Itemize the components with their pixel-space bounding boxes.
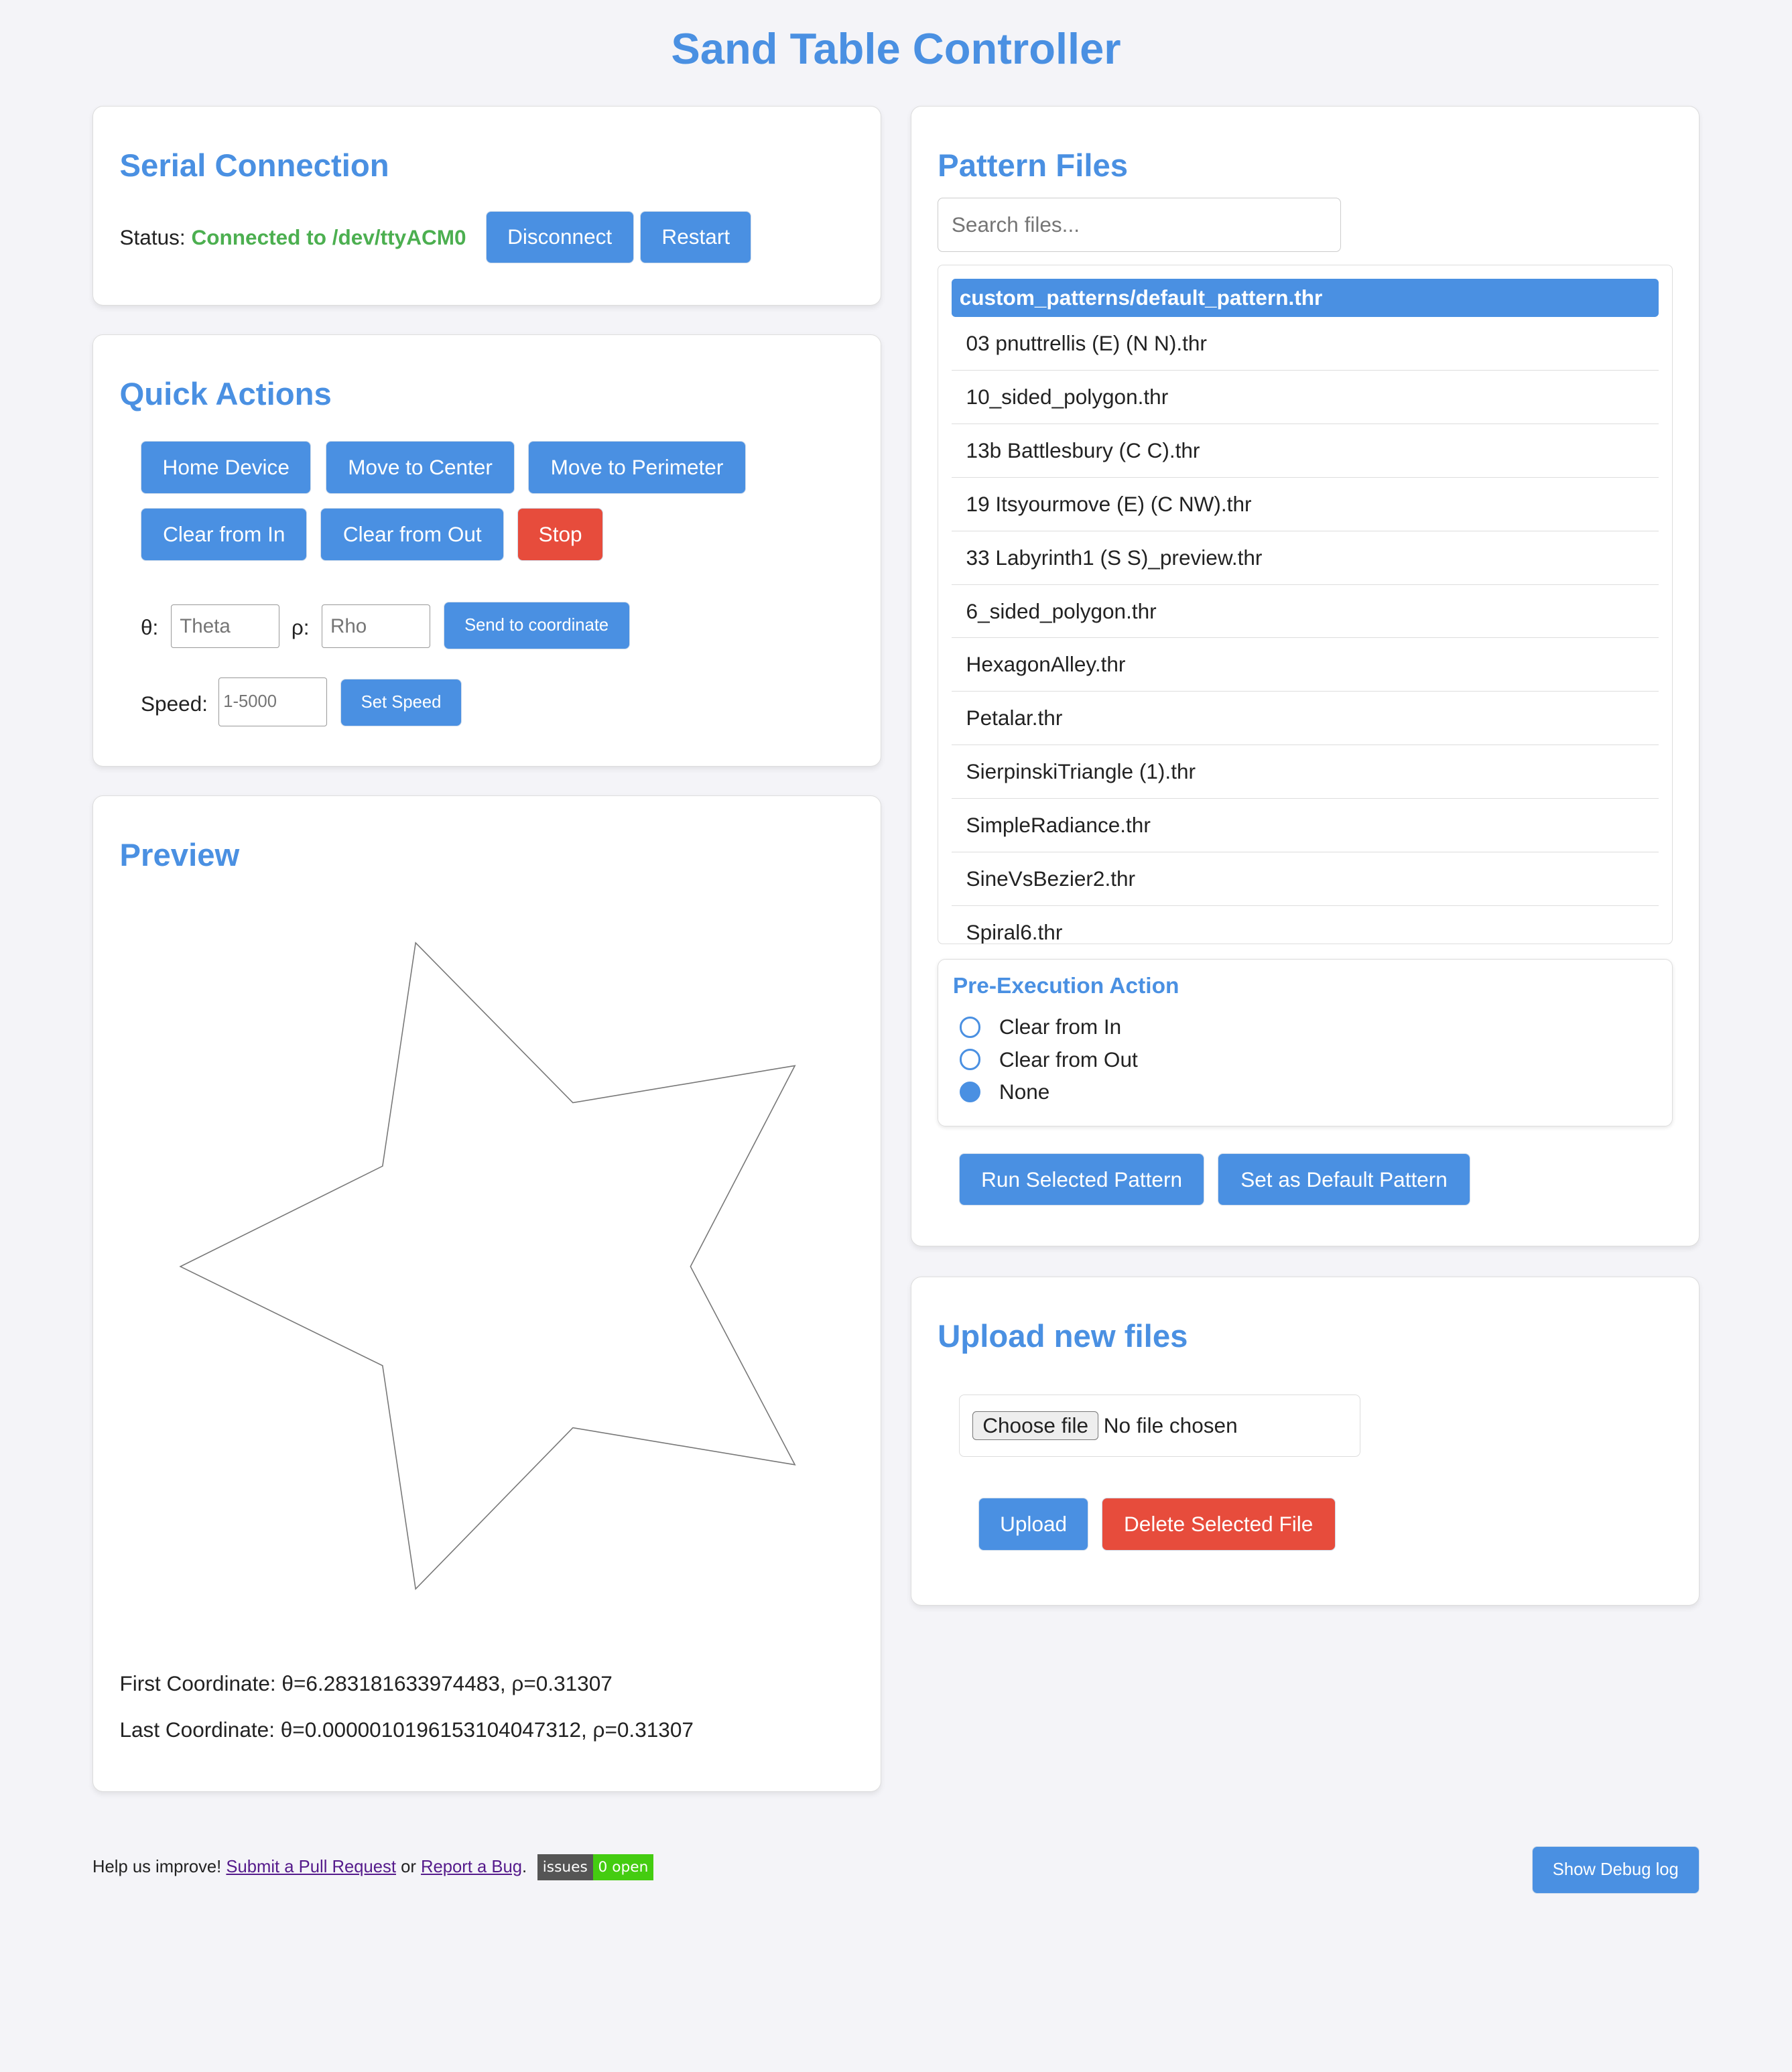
pre-execution-heading: Pre-Execution Action	[952, 974, 1179, 999]
pull-request-link[interactable]: Submit a Pull Request	[226, 1857, 396, 1876]
pattern-files-card: Pattern Files custom_patterns/default_pa…	[910, 105, 1700, 1246]
radio-button[interactable]	[959, 1016, 981, 1038]
send-to-coordinate-button[interactable]: Send to coordinate	[443, 602, 630, 650]
first-coordinate: First Coordinate: θ=6.283181633974483, ρ…	[119, 1671, 613, 1695]
clear-from-out-button[interactable]: Clear from Out	[320, 508, 505, 562]
pre-execution-box: Pre-Execution Action Clear from In Clear …	[938, 958, 1673, 1127]
radio-button[interactable]	[959, 1049, 981, 1070]
run-selected-pattern-button[interactable]: Run Selected Pattern	[958, 1153, 1205, 1206]
help-text: Help us improve!	[92, 1857, 222, 1876]
pre-action-option[interactable]: Clear from Out	[953, 1043, 1138, 1076]
upload-button[interactable]: Upload	[978, 1498, 1088, 1551]
file-list-item[interactable]: 13b Battlesbury (C C).thr	[951, 424, 1659, 478]
upload-card: Upload new files Choose file No file cho…	[910, 1276, 1700, 1606]
option-label: Clear from Out	[999, 1047, 1138, 1072]
quick-heading: Quick Actions	[119, 377, 332, 413]
file-list-item[interactable]: Spiral6.thr	[952, 906, 1659, 944]
preview-card: Preview First Coordinate: θ=6.2831816339…	[92, 795, 882, 1793]
file-list-item[interactable]: 03 pnuttrellis (E) (N N).thr	[951, 317, 1659, 371]
file-input[interactable]: Choose file No file chosen	[958, 1395, 1361, 1458]
period: .	[522, 1857, 527, 1876]
pre-action-option[interactable]: None	[953, 1076, 1138, 1108]
stop-button[interactable]: Stop	[517, 508, 604, 562]
file-list-item[interactable]: Petalar.thr	[951, 692, 1659, 746]
badge-value: 0 open	[592, 1854, 654, 1881]
status-value: Connected to /dev/ttyACM0	[191, 225, 466, 250]
file-list-item[interactable]: SineVsBezier2.thr	[951, 852, 1659, 906]
status-label: Status:	[119, 225, 186, 250]
file-list-item[interactable]: SierpinskiTriangle (1).thr	[951, 745, 1659, 799]
report-bug-link[interactable]: Report a Bug	[421, 1857, 523, 1876]
restart-button[interactable]: Restart	[640, 210, 752, 264]
radio-button[interactable]	[959, 1081, 981, 1103]
speed-input[interactable]	[218, 677, 328, 726]
file-list-item[interactable]: HexagonAlley.thr	[951, 638, 1659, 692]
quick-actions-card: Quick Actions Home Device Move to Center…	[92, 334, 882, 767]
preview-heading: Preview	[119, 838, 240, 874]
status: Status: Connected to /dev/ttyACM0	[119, 225, 466, 250]
last-coordinate: Last Coordinate: θ=0.0000010196153104047…	[119, 1717, 694, 1742]
show-debug-log-button[interactable]: Show Debug log	[1531, 1846, 1700, 1894]
disconnect-button[interactable]: Disconnect	[485, 210, 634, 264]
upload-heading: Upload new files	[938, 1319, 1188, 1355]
option-label: Clear from In	[999, 1015, 1122, 1039]
file-list-item[interactable]: custom_patterns/default_pattern.thr	[951, 279, 1659, 318]
pattern-files-heading: Pattern Files	[938, 147, 1129, 184]
page-title: Sand Table Controller	[671, 24, 1121, 74]
option-label: None	[999, 1079, 1050, 1104]
pre-action-option[interactable]: Clear from In	[953, 1011, 1138, 1043]
delete-selected-file-button[interactable]: Delete Selected File	[1101, 1498, 1336, 1551]
pattern-preview-canvas	[179, 942, 796, 1591]
pattern-path	[179, 942, 796, 1591]
choose-file-button[interactable]: Choose file	[972, 1411, 1098, 1441]
rho-label: ρ:	[291, 614, 310, 639]
file-list-item[interactable]: 10_sided_polygon.thr	[951, 371, 1659, 424]
home-device-button[interactable]: Home Device	[141, 440, 312, 494]
issues-badge[interactable]: issues 0 open	[537, 1854, 654, 1881]
rho-input[interactable]	[322, 604, 430, 649]
file-list-item[interactable]: 6_sided_polygon.thr	[951, 585, 1659, 639]
footer-help: Help us improve! Submit a Pull Request o…	[92, 1854, 654, 1881]
clear-from-in-button[interactable]: Clear from In	[141, 508, 308, 562]
serial-heading: Serial Connection	[119, 147, 389, 184]
theta-label: θ:	[141, 614, 159, 639]
speed-label: Speed:	[141, 692, 208, 716]
move-to-perimeter-button[interactable]: Move to Perimeter	[527, 440, 747, 494]
move-to-center-button[interactable]: Move to Center	[326, 440, 515, 494]
set-speed-button[interactable]: Set Speed	[340, 678, 462, 726]
no-file-chosen-text: No file chosen	[1103, 1413, 1238, 1438]
serial-connection-card: Serial Connection Status: Connected to /…	[92, 105, 882, 306]
file-list-item[interactable]: 33 Labyrinth1 (S S)_preview.thr	[951, 531, 1659, 585]
file-list-item[interactable]: 19 Itsyourmove (E) (C NW).thr	[951, 478, 1659, 531]
file-list[interactable]: custom_patterns/default_pattern.thr 03 pn…	[938, 265, 1673, 944]
set-default-pattern-button[interactable]: Set as Default Pattern	[1218, 1153, 1470, 1206]
theta-input[interactable]	[171, 604, 280, 649]
badge-label: issues	[537, 1854, 593, 1881]
file-list-item[interactable]: SimpleRadiance.thr	[951, 799, 1659, 852]
search-files-input[interactable]	[938, 197, 1341, 252]
or-text: or	[401, 1857, 416, 1876]
